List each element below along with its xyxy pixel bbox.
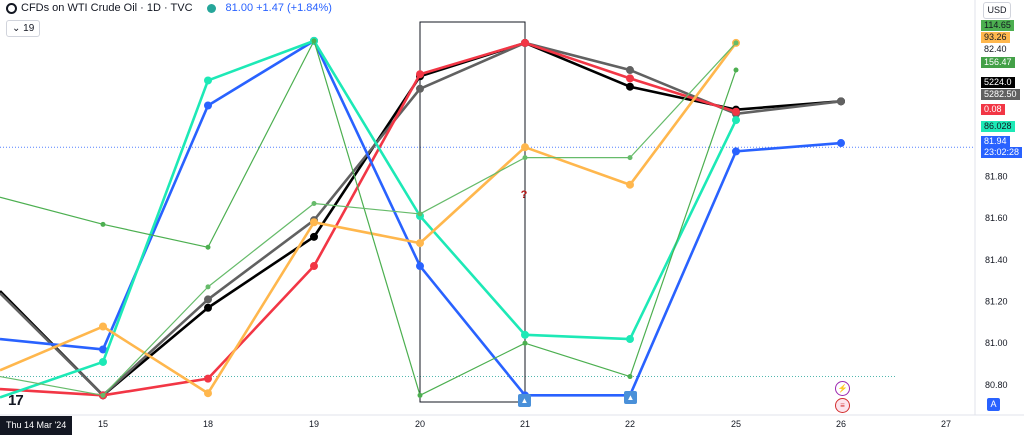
data-point — [99, 322, 107, 331]
us-flag-event-icon[interactable]: ≡ — [835, 398, 850, 413]
data-point — [205, 244, 211, 250]
data-point — [733, 40, 739, 46]
auto-scale-button[interactable]: A — [987, 398, 1000, 411]
price-badge: 93.26 — [981, 32, 1010, 43]
data-point — [417, 392, 423, 398]
indicator-count: 19 — [23, 23, 35, 34]
data-point — [733, 67, 739, 73]
data-point — [416, 84, 424, 93]
symbol-logo-icon — [6, 2, 17, 14]
chevron-down-icon: ⌄ — [12, 23, 24, 34]
data-point — [99, 357, 107, 366]
time-tick-label: 25 — [731, 419, 742, 429]
data-point — [626, 180, 634, 189]
data-point — [626, 74, 634, 83]
data-point — [416, 262, 424, 271]
data-point — [310, 218, 318, 227]
series-line — [0, 42, 737, 396]
data-point — [837, 97, 845, 106]
price-badge: 81.94 — [981, 136, 1010, 147]
time-tick-label: 15 — [98, 419, 109, 429]
series-line — [0, 41, 737, 397]
price-badge: 5282.50 — [981, 89, 1020, 100]
price-badge: 0.08 — [981, 104, 1005, 115]
price-tick-label: 81.60 — [985, 213, 1008, 223]
data-point — [416, 239, 424, 248]
current-date-badge: Thu 14 Mar '24 — [0, 416, 73, 435]
data-point — [204, 101, 212, 110]
data-point — [522, 340, 528, 346]
data-point — [100, 392, 106, 398]
data-point — [204, 389, 212, 398]
data-point — [100, 221, 106, 227]
data-point — [417, 211, 423, 217]
data-point — [416, 70, 424, 79]
data-point — [626, 82, 634, 91]
time-tick-label: 27 — [941, 419, 952, 429]
data-point — [204, 303, 212, 312]
chart-legend: CFDs on WTI Crude Oil · 1D · TVC 81.00 +… — [6, 2, 332, 14]
data-point — [521, 143, 529, 152]
price-tick-label: 81.80 — [985, 171, 1008, 181]
data-point — [205, 284, 211, 290]
price-badge: 82.40 — [981, 44, 1010, 55]
price-badge: 114.65 — [981, 20, 1014, 31]
series-line — [0, 42, 738, 395]
highlight-box — [419, 21, 526, 403]
price-tick-label: 80.80 — [985, 380, 1008, 390]
time-tick-label: 22 — [625, 419, 636, 429]
price-badge: 23:02:28 — [981, 147, 1023, 158]
price-badge: 86.028 — [981, 121, 1015, 132]
time-tick-label: 20 — [415, 419, 426, 429]
data-point — [626, 335, 634, 344]
data-point — [732, 116, 740, 125]
question-marker: ? — [521, 189, 528, 201]
price-tick-label: 81.40 — [985, 255, 1008, 265]
series-line — [0, 40, 737, 396]
data-point — [521, 330, 529, 339]
time-tick-label: 19 — [309, 419, 320, 429]
price-tick-label: 81.20 — [985, 296, 1008, 306]
earnings-event-icon[interactable]: ▲ — [624, 391, 637, 404]
indicators-toggle[interactable]: ⌄ 19 — [6, 20, 41, 37]
dividend-event-icon[interactable]: ▲ — [518, 394, 531, 407]
symbol-title[interactable]: CFDs on WTI Crude Oil · 1D · TVC — [21, 2, 193, 14]
data-point — [204, 374, 212, 383]
data-point — [310, 232, 318, 241]
data-point — [732, 107, 740, 116]
data-point — [311, 200, 317, 206]
symbol-price-change: 81.00 +1.47 (+1.84%) — [225, 2, 332, 14]
data-point — [522, 155, 528, 161]
data-point — [311, 38, 317, 44]
data-point — [99, 345, 107, 354]
currency-selector[interactable]: USD — [983, 2, 1011, 19]
data-point — [310, 262, 318, 271]
data-point — [627, 374, 633, 380]
data-point — [521, 38, 529, 47]
data-point — [627, 155, 633, 161]
data-point — [626, 66, 634, 75]
lightning-event-icon[interactable]: ⚡ — [835, 381, 850, 396]
data-point — [204, 76, 212, 85]
tradingview-logo[interactable]: 17 — [8, 392, 24, 409]
time-tick-label: 26 — [836, 419, 847, 429]
series-line — [0, 39, 738, 399]
price-badge: 156.47 — [981, 57, 1015, 68]
market-status-dot — [206, 3, 216, 13]
data-point — [204, 295, 212, 304]
data-point — [837, 139, 845, 148]
time-tick-label: 18 — [203, 419, 214, 429]
price-badge: 5224.0 — [981, 77, 1015, 88]
price-tick-label: 81.00 — [985, 338, 1008, 348]
time-tick-label: 21 — [520, 419, 531, 429]
data-point — [732, 147, 740, 156]
